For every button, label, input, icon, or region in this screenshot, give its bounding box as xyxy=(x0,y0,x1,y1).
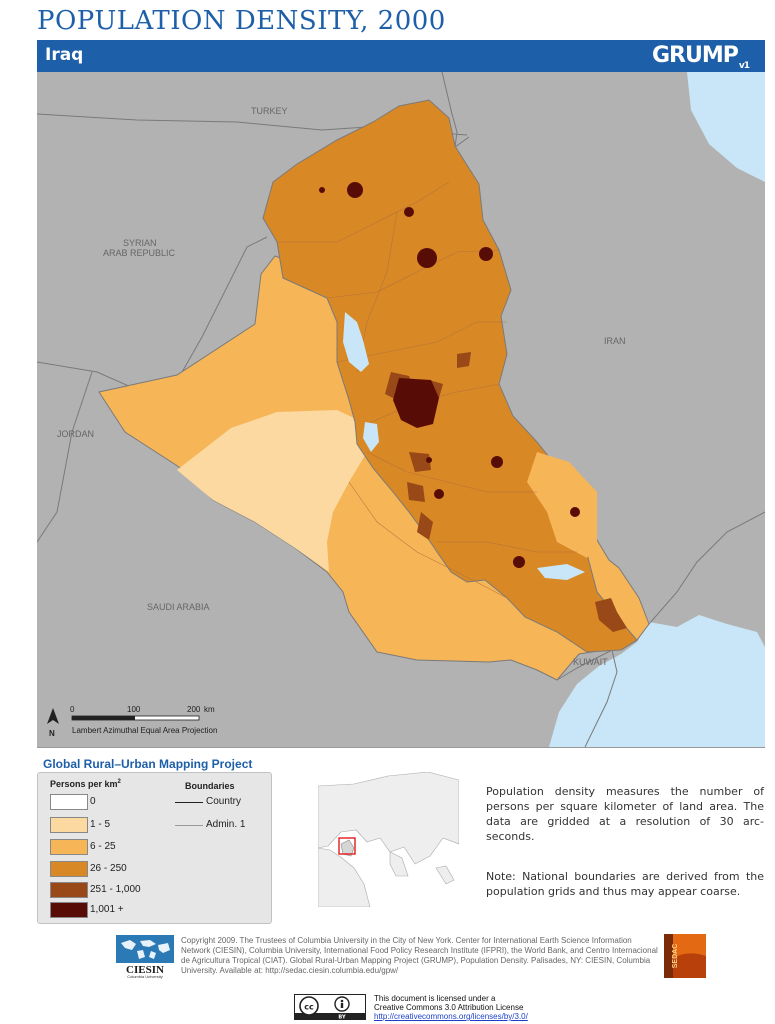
saudi-coast xyxy=(584,649,618,747)
label-syria-1: SYRIAN xyxy=(123,238,157,248)
jordan-saudi-south-border xyxy=(37,371,93,543)
map-canvas: TURKEY SYRIAN ARAB REPUBLIC IRAN JORDAN … xyxy=(37,72,765,747)
legend-box: Persons per km2 Boundaries 0 1 - 5 6 - 2… xyxy=(37,772,272,924)
lake-tharthar xyxy=(343,312,369,372)
legend-density-header: Persons per km2 xyxy=(50,779,121,789)
ciesin-logo: CIESIN Columbia University xyxy=(116,935,174,979)
admin-boundary xyxy=(348,481,508,599)
label-kuwait: KUWAIT xyxy=(573,657,608,667)
legend-label-6-25: 6 - 25 xyxy=(90,841,116,852)
persian-gulf xyxy=(549,615,765,747)
admin-boundary xyxy=(277,181,450,243)
ciesin-sub: Columbia University xyxy=(127,974,163,979)
country-name: Iraq xyxy=(45,45,84,65)
legend-swatch-251-1000 xyxy=(50,882,88,898)
label-iran: IRAN xyxy=(604,336,626,346)
cc-by-label: BY xyxy=(338,1015,346,1021)
scale-tick-0: 0 xyxy=(70,705,75,714)
legend-label-1001-plus: 1,001 + xyxy=(90,904,124,915)
urban-dohuk xyxy=(404,207,414,217)
legend-label-1-5: 1 - 5 xyxy=(90,819,111,830)
caspian-sea xyxy=(687,72,765,182)
urban-town xyxy=(319,187,325,193)
iraq-east-fill-6-25 xyxy=(527,452,597,558)
grump-logo: GRUMPv1 xyxy=(651,43,750,71)
description-text: Population density measures the number o… xyxy=(486,785,764,843)
license-text: This document is licensed under a Creati… xyxy=(374,994,528,1021)
legend-swatch-6-25 xyxy=(50,839,88,855)
cc-icon xyxy=(299,996,319,1016)
legend-swatch-1001-plus xyxy=(50,902,88,918)
iran-south-border xyxy=(648,511,765,625)
urban-251-1000 xyxy=(407,482,425,502)
urban-baghdad xyxy=(393,378,439,428)
admin-boundary xyxy=(366,451,537,493)
cc-badge: cc BY xyxy=(294,994,366,1021)
lake-razazza xyxy=(363,422,379,452)
label-syria-2: ARAB REPUBLIC xyxy=(103,248,176,258)
urban-sulaymaniyah xyxy=(479,247,493,261)
legend-label-country: Country xyxy=(206,796,242,807)
map-panel: TURKEY SYRIAN ARAB REPUBLIC IRAN JORDAN … xyxy=(37,72,765,748)
urban-mosul xyxy=(347,182,363,198)
syria-jordan-border xyxy=(164,236,268,403)
admin-boundary xyxy=(336,321,507,363)
sedac-label: SEDAC xyxy=(672,944,679,969)
label-turkey: TURKEY xyxy=(251,106,288,116)
urban-251-1000 xyxy=(457,352,471,368)
title-bar: Iraq GRUMPv1 xyxy=(37,40,765,72)
legend-label-251-1000: 251 - 1,000 xyxy=(90,884,141,895)
scale-tick-200: 200 xyxy=(187,705,201,714)
copyright-text: Copyright 2009. The Trustees of Columbia… xyxy=(181,936,658,975)
legend-boundaries-header: Boundaries xyxy=(185,781,235,791)
license-line-1: This document is licensed under a xyxy=(374,994,496,1003)
map-title: POPULATION DENSITY, 2000 xyxy=(37,6,446,36)
scale-tick-100: 100 xyxy=(127,705,141,714)
urban-basra xyxy=(595,598,627,632)
urban-town xyxy=(426,457,432,463)
label-jordan: JORDAN xyxy=(57,429,94,439)
locator-inset-map xyxy=(317,771,460,908)
urban-erbil xyxy=(417,248,437,268)
legend-label-admin1: Admin. 1 xyxy=(206,819,246,830)
turkey-iran-border xyxy=(441,72,470,149)
sedac-logo: SEDAC xyxy=(664,934,706,978)
admin1-boundary-line xyxy=(175,825,203,826)
scale-bar: 0 100 200 km Lambert Azimuthal Equal Are… xyxy=(70,705,217,735)
admin-boundary xyxy=(437,541,577,553)
scale-unit: km xyxy=(204,705,215,714)
legend-label-26-250: 26 - 250 xyxy=(90,863,127,874)
note-text: Note: National boundaries are derived fr… xyxy=(486,870,764,898)
urban-251-1000 xyxy=(409,452,431,472)
iraq-fill-26-250 xyxy=(262,99,638,653)
urban-251-1000 xyxy=(417,512,433,540)
ciesin-name: CIESIN xyxy=(126,964,164,976)
legend-swatch-26-250 xyxy=(50,861,88,877)
grump-logo-text: GRUMP xyxy=(651,43,739,68)
country-boundary-line xyxy=(175,802,203,803)
cc-label: cc xyxy=(304,1003,314,1012)
label-saudi-arabia: SAUDI ARABIA xyxy=(147,602,210,612)
iraq-fill-1-5 xyxy=(177,410,367,572)
locator-highlight xyxy=(338,837,356,855)
legend-swatch-0 xyxy=(50,794,88,810)
license-link[interactable]: http://creativecommons.org/licenses/by/3… xyxy=(374,1012,528,1021)
legend-swatch-1-5 xyxy=(50,817,88,833)
marsh-lake xyxy=(537,564,585,580)
north-label: N xyxy=(49,729,55,738)
urban-kut xyxy=(570,507,580,517)
admin-boundary xyxy=(326,249,500,299)
urban-nasiriyah xyxy=(513,556,525,568)
legend-label-0: 0 xyxy=(90,796,96,807)
grump-logo-version: v1 xyxy=(738,61,750,71)
project-title: Global Rural–Urban Mapping Project xyxy=(43,757,253,771)
projection-label: Lambert Azimuthal Equal Area Projection xyxy=(72,726,217,735)
license-line-2: Creative Commons 3.0 Attribution License xyxy=(374,1003,524,1012)
urban-hillah xyxy=(434,489,444,499)
urban-amarah xyxy=(491,456,503,468)
north-arrow: N xyxy=(47,708,59,738)
